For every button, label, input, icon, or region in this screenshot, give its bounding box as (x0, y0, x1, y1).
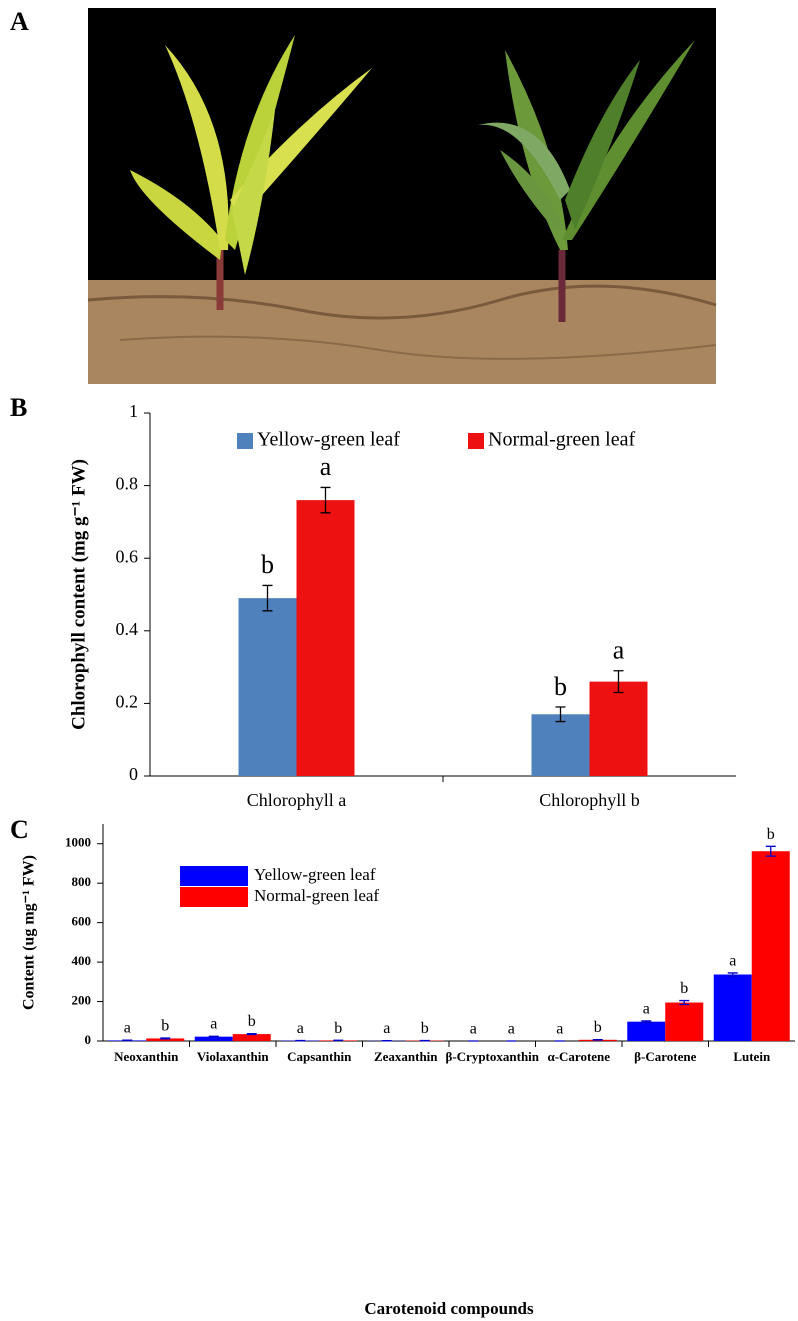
significance-letter: a (383, 1020, 390, 1037)
significance-letter: b (161, 1018, 169, 1035)
significance-letter: b (767, 826, 775, 843)
legend-label: Yellow-green leaf (257, 429, 400, 451)
x-tick-label: Capsanthin (287, 1049, 352, 1064)
legend-swatch (468, 433, 484, 449)
x-tick-label: Chlorophyll a (247, 790, 347, 810)
x-tick-label: Neoxanthin (114, 1049, 179, 1064)
bar (297, 500, 355, 776)
significance-letter: a (124, 1020, 131, 1037)
y-tick-label: 0 (129, 764, 138, 784)
y-tick-label: 1 (129, 401, 138, 421)
error-bar (641, 1021, 651, 1023)
y-axis-label: Chlorophyll content (mg g⁻¹ FW) (68, 459, 89, 730)
x-tick-label: β-Carotene (634, 1049, 696, 1064)
legend-label: Normal-green leaf (254, 886, 379, 905)
y-tick-label: 0.6 (116, 546, 139, 566)
y-tick-label: 1000 (65, 835, 91, 850)
significance-letter: a (320, 452, 332, 481)
bar (239, 598, 297, 776)
significance-letter: a (470, 1020, 477, 1037)
x-tick-label: Chlorophyll b (539, 790, 640, 810)
panel-label: C (10, 815, 29, 844)
legend-swatch (180, 887, 248, 907)
panel-label: A (10, 7, 29, 36)
significance-letter: b (680, 980, 688, 997)
significance-letter: a (297, 1020, 304, 1037)
x-tick-label: Violaxanthin (197, 1049, 270, 1064)
bar (590, 682, 648, 776)
legend-swatch (180, 866, 248, 886)
y-axis-label: Content (ug mg⁻¹ FW) (21, 855, 38, 1010)
photo (88, 8, 716, 384)
y-tick-label: 0 (85, 1032, 92, 1047)
significance-letter: a (729, 952, 736, 969)
x-tick-label: Lutein (733, 1049, 771, 1064)
error-bar (247, 1034, 257, 1035)
bar (532, 714, 590, 776)
significance-letter: a (556, 1020, 563, 1037)
y-tick-label: 800 (72, 874, 92, 889)
significance-letter: b (248, 1013, 256, 1030)
x-tick-label: β-Cryptoxanthin (445, 1049, 539, 1064)
y-tick-label: 0.4 (116, 619, 139, 639)
y-tick-label: 200 (72, 993, 92, 1008)
error-bar (209, 1036, 219, 1037)
legend-label: Normal-green leaf (488, 429, 635, 451)
significance-letter: b (334, 1020, 342, 1037)
significance-letter: a (210, 1016, 217, 1033)
bar (665, 1003, 703, 1041)
y-tick-label: 0.2 (116, 692, 139, 712)
significance-letter: a (508, 1020, 515, 1037)
bar (627, 1022, 665, 1041)
y-tick-label: 0.8 (116, 474, 139, 494)
bar (752, 851, 790, 1041)
panel-label: B (10, 393, 27, 422)
figure: A B C 0 0.2 0.4 0.6 0.8 1 Chlorophyll a Chlorop… (0, 0, 798, 1321)
y-tick-label: 600 (72, 914, 92, 929)
bar (714, 975, 752, 1041)
significance-letter: b (594, 1019, 602, 1036)
x-tick-label: Zeaxanthin (374, 1049, 438, 1064)
y-tick-label: 400 (72, 953, 92, 968)
error-bar (160, 1038, 170, 1039)
significance-letter: b (261, 550, 274, 579)
x-tick-label: α-Carotene (547, 1049, 610, 1064)
significance-letter: a (613, 635, 625, 664)
x-axis-label: Carotenoid compounds (364, 1299, 534, 1318)
legend-swatch (237, 433, 253, 449)
legend-label: Yellow-green leaf (254, 865, 376, 884)
significance-letter: a (643, 1000, 650, 1017)
significance-letter: b (554, 672, 567, 701)
significance-letter: b (421, 1020, 429, 1037)
